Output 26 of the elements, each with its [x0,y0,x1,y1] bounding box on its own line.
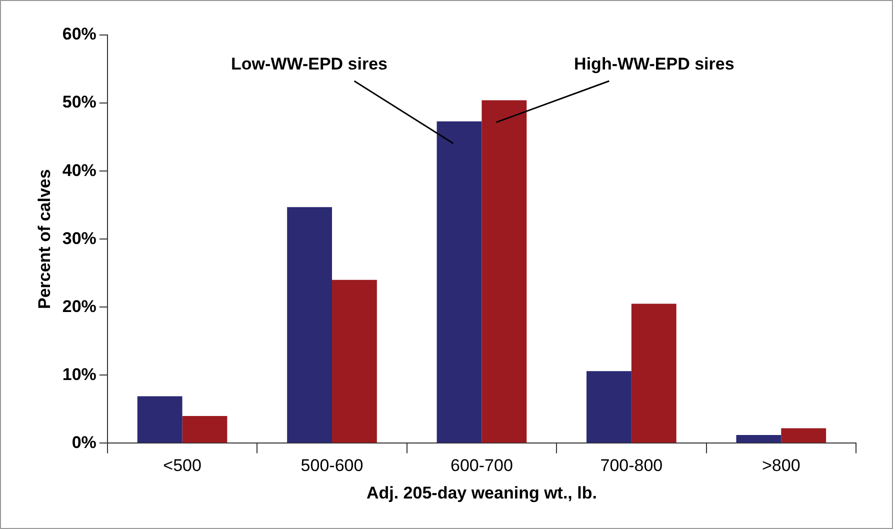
bar [332,280,377,443]
y-tick-label: 0% [72,432,96,452]
y-tick-label: 30% [62,228,96,248]
bar [631,304,676,443]
y-axis-title: Percent of calves [34,169,54,310]
x-tick-label: >800 [762,456,800,476]
bar [586,371,632,443]
x-tick-label: 500-600 [300,456,364,476]
x-axis-title: Adj. 205-day weaning wt., lb. [366,483,597,502]
text: High-WW-EPD sires [574,54,734,74]
x-tick-label: 700-800 [600,456,663,476]
bar [482,100,527,443]
y-tick-label: 40% [62,160,96,180]
y-tick-label: 50% [62,92,96,112]
bar [436,121,482,443]
bar [137,396,182,443]
x-tick-label: <500 [163,456,202,476]
y-tick-label: 10% [62,364,96,384]
text: Low-WW-EPD sires [231,54,388,74]
x-tick-label: 600-700 [450,456,513,476]
y-tick-label: 20% [62,296,96,316]
bar [287,207,332,443]
bar [781,428,826,443]
y-tick-label: 60% [62,24,96,44]
bar [736,435,782,443]
bar [182,416,228,443]
